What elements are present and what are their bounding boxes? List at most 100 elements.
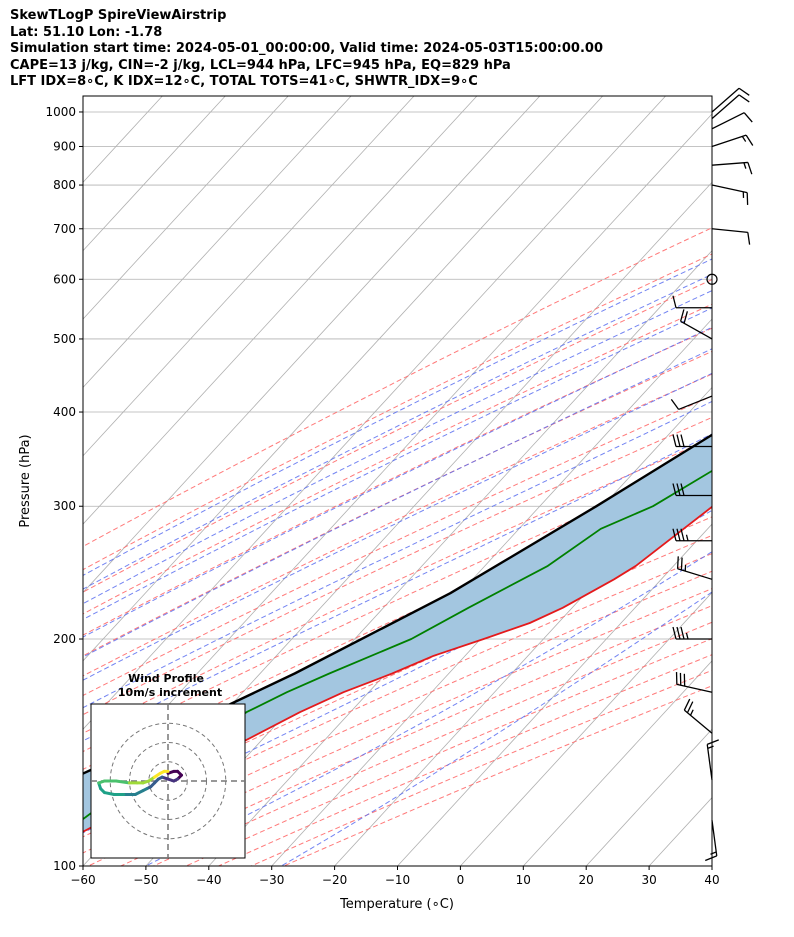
barb-half — [710, 851, 717, 855]
moist-adiabat — [83, 273, 712, 590]
wind-barb — [672, 528, 712, 542]
isotherm-line — [775, 96, 794, 866]
x-tick-label: −10 — [385, 873, 410, 887]
x-tick-label: 0 — [457, 873, 465, 887]
hodograph-ring — [148, 761, 188, 801]
x-tick-label: 20 — [579, 873, 594, 887]
wind-barb — [675, 672, 713, 693]
wind-barb — [711, 161, 753, 175]
wind-barb — [711, 87, 750, 113]
cape-line: CAPE=13 j/kg, CIN=-2 j/kg, LCL=944 hPa, … — [10, 57, 511, 73]
wind-barb — [672, 483, 712, 497]
barb-staff — [683, 709, 713, 734]
wind-barb — [670, 395, 713, 411]
wind-barb — [711, 228, 751, 245]
barb-full — [680, 483, 685, 496]
barb-half — [689, 709, 694, 716]
moist-adiabat — [83, 433, 712, 742]
barb-full — [747, 162, 753, 175]
y-tick-label: 1000 — [45, 105, 76, 119]
wind-barb — [706, 739, 719, 781]
isotherm-line — [523, 660, 712, 866]
y-tick-label: 500 — [53, 332, 76, 346]
calm-circle — [706, 273, 718, 285]
isotherm-line — [83, 96, 478, 525]
barb-staff — [680, 320, 713, 340]
x-tick-label: −30 — [259, 873, 284, 887]
dry-adiabat — [83, 553, 712, 838]
barb-staff — [711, 87, 740, 113]
barb-full — [683, 698, 691, 711]
wind-barb — [711, 134, 754, 148]
location-line: Lat: 51.10 Lon: -1.78 — [10, 24, 163, 40]
moist-adiabat — [83, 258, 712, 576]
hodograph-segment — [102, 791, 116, 796]
barb-full — [680, 528, 685, 541]
dewpoint-line — [83, 469, 712, 821]
x-tick-label: −60 — [70, 873, 95, 887]
barb-full — [676, 556, 679, 569]
barb-full — [672, 483, 677, 496]
barb-full — [745, 134, 754, 146]
barb-full — [670, 399, 680, 410]
barb-staff — [711, 112, 745, 130]
isotherm-line — [460, 591, 712, 866]
wind-barb — [676, 556, 713, 580]
dry-adiabat — [83, 253, 712, 571]
barb-full — [743, 112, 753, 123]
isotherm-line — [83, 96, 603, 662]
y-tick-label: 100 — [53, 859, 76, 873]
wind-barb — [683, 698, 713, 734]
y-axis-label: Pressure (hPa) — [18, 434, 33, 527]
barb-full — [680, 434, 685, 447]
moist-adiabat — [83, 326, 712, 638]
barb-full — [676, 626, 681, 640]
x-tick-label: 10 — [516, 873, 531, 887]
barb-half — [685, 534, 689, 541]
barb-full — [686, 701, 694, 714]
wind-barbs — [670, 87, 754, 862]
isotherm-line — [83, 96, 541, 594]
x-tick-label: 40 — [704, 873, 719, 887]
dry-adiabat — [83, 373, 712, 677]
dry-adiabat — [83, 303, 712, 615]
x-tick-label: −20 — [322, 873, 347, 887]
x-tick-label: −40 — [196, 873, 221, 887]
barb-full — [676, 528, 681, 541]
barb-staff — [711, 161, 748, 166]
wind-barb — [711, 94, 750, 120]
barb-full — [676, 483, 681, 496]
y-tick-label: 300 — [53, 499, 76, 513]
barb-staff — [678, 395, 713, 411]
barb-full — [680, 626, 685, 640]
barb-full — [680, 557, 683, 570]
wind-barb — [711, 112, 753, 130]
y-tick-label: 700 — [53, 222, 76, 236]
barb-staff — [711, 134, 747, 148]
y-tick-label: 600 — [53, 272, 76, 286]
barb-staff — [677, 568, 713, 580]
barb-full — [705, 855, 717, 862]
hodograph-subtitle: 10m/s increment — [118, 686, 222, 699]
dry-adiabat — [83, 416, 712, 716]
chart-title: SkewTLogP SpireViewAirstrip — [10, 8, 227, 23]
isotherm-line — [83, 96, 415, 457]
isotherm-line — [83, 96, 289, 320]
wind-barb — [705, 820, 718, 862]
barb-full — [707, 739, 719, 746]
barb-staff — [676, 683, 713, 693]
isotherm-line — [83, 96, 666, 730]
dry-adiabat — [83, 458, 712, 753]
wind-barb — [672, 626, 712, 640]
isotherm-line — [208, 318, 712, 866]
x-tick-label: −50 — [133, 873, 158, 887]
hodograph-segment — [114, 779, 131, 785]
wind-barb — [711, 184, 749, 205]
barb-half — [685, 632, 689, 640]
isotherm-line — [585, 728, 712, 866]
barb-full — [738, 94, 750, 103]
barb-full — [672, 626, 677, 640]
barb-half — [707, 745, 714, 749]
